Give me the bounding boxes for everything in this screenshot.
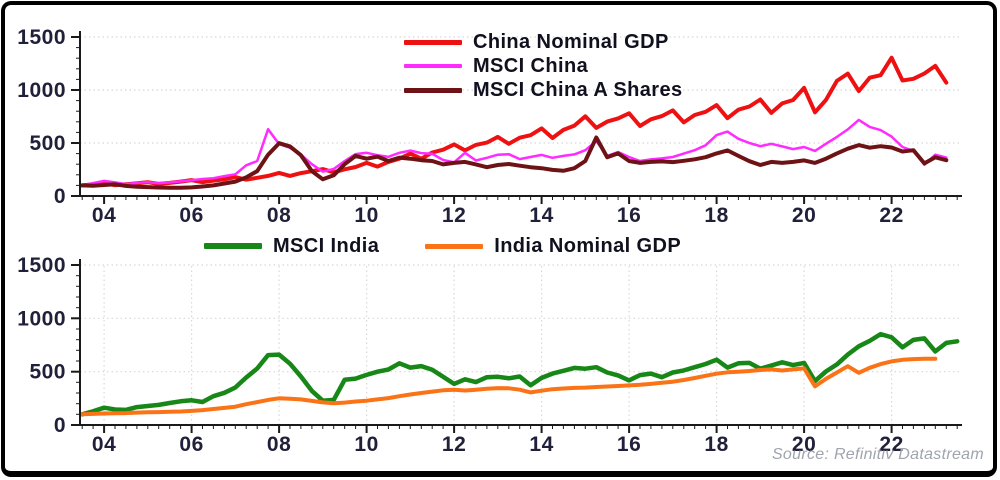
- x-tick-label: 22: [879, 433, 903, 456]
- y-tick-label: 0: [54, 414, 66, 437]
- legend-item-india-nominal-gdp: India Nominal GDP: [425, 234, 681, 258]
- legend-swatch-china-nominal-gdp: [404, 39, 462, 45]
- axes-india: 0 500 1000 1500 04 06 08 10 12 14 16 18 20 22: [17, 254, 962, 456]
- y-tick-label: 1500: [17, 254, 66, 277]
- series-china-nominal-gdp: [80, 55, 949, 188]
- y-tick-label: 500: [29, 361, 66, 384]
- gridlines-india: [80, 264, 962, 425]
- x-tick-label: 18: [704, 433, 728, 456]
- x-tick-label: 10: [354, 433, 378, 456]
- x-tick-label: 12: [442, 433, 466, 456]
- gridlines-china: [80, 36, 962, 144]
- series-msci-india: [79, 331, 960, 417]
- source-note: Source: Refinitiv Datastream: [771, 446, 984, 463]
- legend-item-china-nominal-gdp: China Nominal GDP: [404, 30, 683, 54]
- legend-bottom: MSCI India India Nominal GDP: [204, 234, 681, 258]
- x-tick-label: 22: [879, 204, 903, 227]
- legend-swatch-india-nominal-gdp: [425, 243, 484, 249]
- x-tick-label: 04: [92, 433, 116, 456]
- legend-swatch-msci-china-a-shares: [404, 87, 462, 93]
- panel-india: 0 500 1000 1500 04 06 08 10 12 14 16 18 20 22: [17, 254, 962, 456]
- x-tick-label: 10: [354, 204, 378, 227]
- legend-label-msci-india: MSCI India: [273, 234, 380, 257]
- axes-china: 0 500 1000 1500 04 06 08 10 12 14 16 18 20 22: [17, 26, 962, 227]
- legend-label-china-nominal-gdp: China Nominal GDP: [473, 30, 669, 53]
- legend-top: China Nominal GDP MSCI China MSCI China …: [404, 30, 683, 102]
- x-tick-label: 06: [179, 204, 203, 227]
- series-msci-china-a-shares: [80, 135, 949, 190]
- y-tick-label: 500: [29, 132, 66, 155]
- y-tick-label: 0: [54, 185, 66, 208]
- x-tick-label: 14: [529, 433, 553, 456]
- series-msci-china: [80, 118, 948, 187]
- series-india-nominal-gdp: [80, 356, 938, 417]
- x-tick-label: 20: [792, 204, 816, 227]
- x-tick-label: 16: [617, 204, 641, 227]
- legend-label-msci-china-a-shares: MSCI China A Shares: [473, 78, 683, 101]
- x-tick-label: 08: [267, 204, 291, 227]
- legend-swatch-msci-india: [204, 243, 262, 249]
- legend-item-msci-china: MSCI China: [404, 54, 683, 78]
- y-tick-label: 1500: [17, 26, 66, 49]
- y-tick-label: 1000: [17, 307, 66, 330]
- legend-item-msci-india: MSCI India: [204, 234, 379, 258]
- legend-label-msci-china: MSCI China: [473, 54, 589, 77]
- legend-swatch-msci-china: [404, 64, 462, 68]
- x-tick-label: 06: [179, 433, 203, 456]
- legend-label-india-nominal-gdp: India Nominal GDP: [494, 234, 682, 257]
- x-tick-label: 04: [92, 204, 116, 227]
- x-tick-label: 16: [617, 433, 641, 456]
- x-tick-label: 20: [792, 433, 816, 456]
- legend-item-msci-china-a-shares: MSCI China A Shares: [404, 78, 683, 102]
- y-tick-label: 1000: [17, 79, 66, 102]
- x-tick-label: 18: [704, 204, 728, 227]
- panel-china: 0 500 1000 1500 04 06 08 10 12 14 16 18 20 22: [17, 26, 962, 227]
- x-tick-label: 14: [529, 204, 553, 227]
- x-tick-label: 12: [442, 204, 466, 227]
- x-tick-label: 08: [267, 433, 291, 456]
